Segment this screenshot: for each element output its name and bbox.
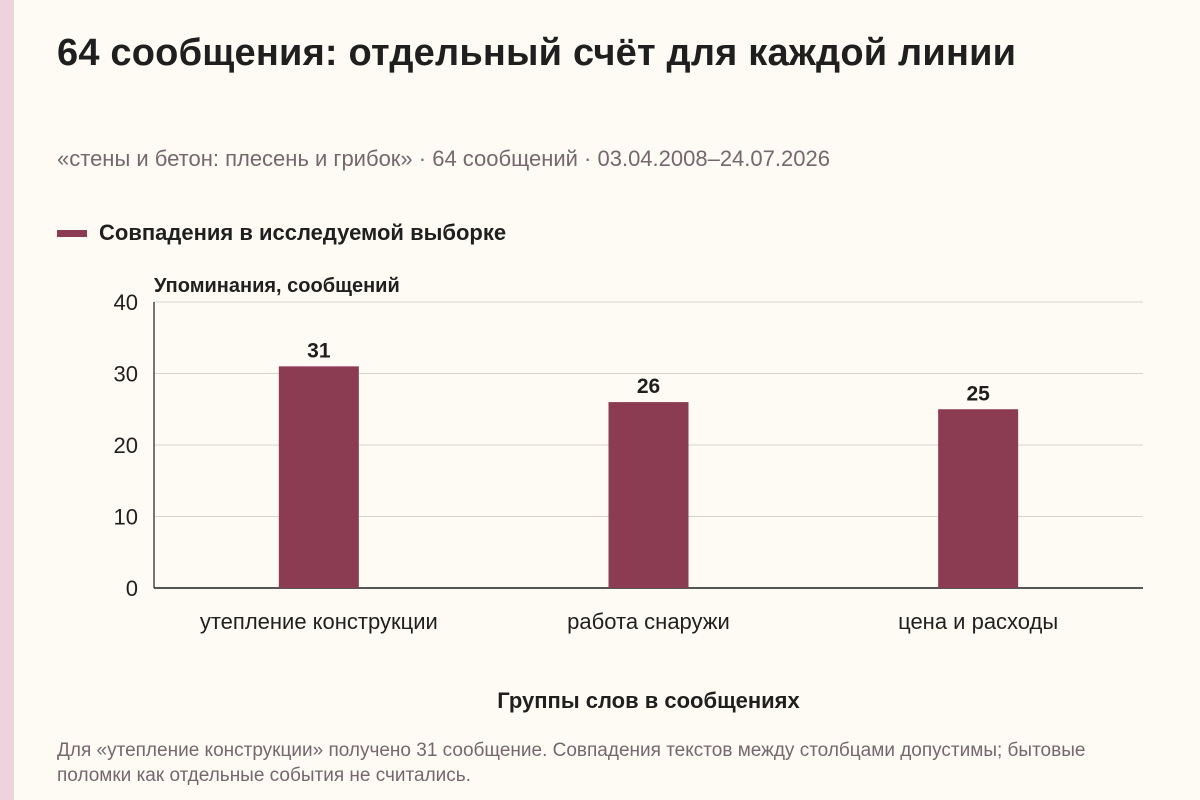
y-tick-label: 40 <box>114 290 138 315</box>
bar-value-label: 26 <box>637 375 660 398</box>
chart-note: Для «утепление конструкции» получено 31 … <box>57 740 1086 786</box>
bar-value-label: 31 <box>307 339 331 362</box>
bar-value-label: 25 <box>966 382 990 405</box>
bar-chart: 0 10 20 30 40 Упоминания, сообщений 31 утеплени… <box>114 275 1143 713</box>
y-tick-label: 0 <box>126 576 138 601</box>
x-axis-label: Группы слов в сообщениях <box>497 688 800 713</box>
chart-subtitle: «стены и бетон: плесень и грибок» · 64 с… <box>57 146 830 171</box>
bar <box>608 402 689 588</box>
legend: Совпадения в исследуемой выборке <box>57 219 506 247</box>
bar <box>938 409 1019 588</box>
y-axis-label: Упоминания, сообщений <box>154 275 400 297</box>
chart-title: 64 сообщения: отдельный счёт для каждой … <box>57 32 1017 74</box>
legend-swatch <box>57 229 87 237</box>
bar <box>278 366 359 588</box>
x-tick-label: утепление конструкции <box>200 609 438 634</box>
left-accent-stripe <box>0 0 14 800</box>
y-tick-label: 20 <box>114 433 138 458</box>
x-tick-label: работа снаружи <box>567 609 730 634</box>
y-tick-label: 10 <box>114 505 138 530</box>
x-tick-label: цена и расходы <box>898 609 1058 634</box>
y-tick-label: 30 <box>114 362 138 387</box>
legend-label: Совпадения в исследуемой выборке <box>99 220 507 245</box>
